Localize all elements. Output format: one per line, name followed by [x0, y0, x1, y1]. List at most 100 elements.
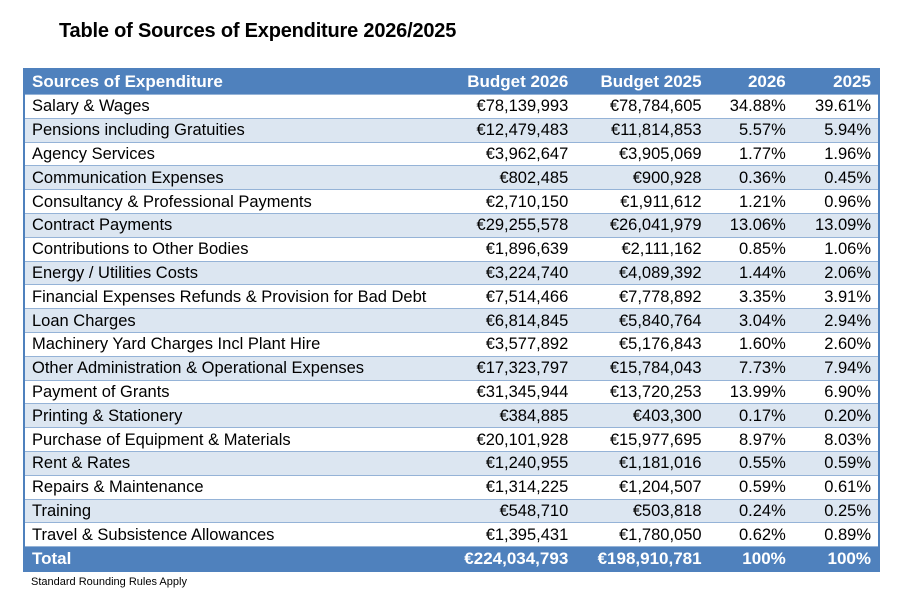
table-row: Energy / Utilities Costs €3,224,740 €4,089… [24, 261, 879, 286]
budget-2025-cell: €5,840,764 [575, 308, 709, 333]
budget-2025-cell: €7,778,892 [575, 284, 709, 310]
source-cell: Consultancy & Professional Payments [24, 189, 445, 214]
budget-2026-cell: €31,345,944 [444, 380, 576, 405]
budget-2026-cell: €12,479,483 [444, 118, 576, 143]
source-cell: Agency Services [24, 142, 445, 167]
pct-2025-cell: 0.61% [792, 475, 879, 500]
pct-2026-cell: 34.88% [708, 94, 793, 119]
source-cell: Energy / Utilities Costs [24, 261, 445, 286]
budget-2026-cell: €1,314,225 [444, 475, 576, 500]
pct-2025-cell: 0.89% [792, 522, 879, 548]
total-pct-2026: 100% [708, 546, 793, 572]
budget-2025-cell: €13,720,253 [575, 380, 709, 405]
budget-2025-cell: €1,204,507 [575, 475, 709, 500]
table-row: Contract Payments €29,255,578 €26,041,979 1… [24, 213, 879, 238]
table-row: Communication Expenses €802,485 €900,928 0.… [24, 165, 879, 191]
column-header-budget-2025: Budget 2025 [575, 69, 709, 95]
pct-2026-cell: 1.77% [708, 142, 793, 167]
column-header-pct-2025: 2025 [792, 69, 879, 95]
budget-2026-cell: €78,139,993 [444, 94, 576, 119]
table-row: Printing & Stationery €384,885 €403,300 0.1… [24, 403, 879, 429]
pct-2026-cell: 0.17% [708, 403, 793, 429]
table-row: Agency Services €3,962,647 €3,905,069 1.77%… [24, 142, 879, 167]
table-row: Pensions including Gratuities €12,479,483… [24, 118, 879, 143]
source-cell: Machinery Yard Charges Incl Plant Hire [24, 332, 445, 357]
column-header-source: Sources of Expenditure [24, 69, 445, 95]
pct-2026-cell: 13.99% [708, 380, 793, 405]
budget-2026-cell: €29,255,578 [444, 213, 576, 238]
pct-2025-cell: 8.03% [792, 427, 879, 452]
pct-2025-cell: 5.94% [792, 118, 879, 143]
footnote: Standard Rounding Rules Apply [31, 576, 187, 588]
table-row: Financial Expenses Refunds & Provision f… [24, 284, 879, 310]
table-row: Consultancy & Professional Payments €2,71… [24, 189, 879, 214]
source-cell: Contract Payments [24, 213, 445, 238]
pct-2025-cell: 39.61% [792, 94, 879, 119]
budget-2025-cell: €26,041,979 [575, 213, 709, 238]
pct-2026-cell: 3.04% [708, 308, 793, 333]
pct-2025-cell: 6.90% [792, 380, 879, 405]
source-cell: Other Administration & Operational Expen… [24, 356, 445, 381]
table-row: Travel & Subsistence Allowances €1,395,43… [24, 522, 879, 548]
pct-2026-cell: 5.57% [708, 118, 793, 143]
pct-2026-cell: 0.36% [708, 165, 793, 191]
source-cell: Pensions including Gratuities [24, 118, 445, 143]
budget-2026-cell: €802,485 [444, 165, 576, 191]
budget-2026-cell: €20,101,928 [444, 427, 576, 452]
budget-2025-cell: €2,111,162 [575, 237, 709, 262]
budget-2025-cell: €11,814,853 [575, 118, 709, 143]
pct-2025-cell: 2.60% [792, 332, 879, 357]
budget-2026-cell: €1,395,431 [444, 522, 576, 548]
source-cell: Repairs & Maintenance [24, 475, 445, 500]
source-cell: Purchase of Equipment & Materials [24, 427, 445, 452]
source-cell: Loan Charges [24, 308, 445, 333]
source-cell: Contributions to Other Bodies [24, 237, 445, 262]
budget-2025-cell: €15,784,043 [575, 356, 709, 381]
budget-2025-cell: €3,905,069 [575, 142, 709, 167]
column-header-pct-2026: 2026 [708, 69, 793, 95]
pct-2025-cell: 2.06% [792, 261, 879, 286]
budget-2026-cell: €3,577,892 [444, 332, 576, 357]
table-row: Rent & Rates €1,240,955 €1,181,016 0.55% 0.5… [24, 451, 879, 476]
source-cell: Communication Expenses [24, 165, 445, 191]
table-row: Training €548,710 €503,818 0.24% 0.25% [24, 499, 879, 524]
table-row: Contributions to Other Bodies €1,896,639 €… [24, 237, 879, 262]
page-title: Table of Sources of Expenditure 2026/202… [59, 20, 457, 42]
budget-2025-cell: €1,911,612 [575, 189, 709, 214]
budget-2026-cell: €3,962,647 [444, 142, 576, 167]
pct-2025-cell: 0.20% [792, 403, 879, 429]
budget-2026-cell: €17,323,797 [444, 356, 576, 381]
budget-2025-cell: €900,928 [575, 165, 709, 191]
column-header-budget-2026: Budget 2026 [444, 69, 576, 95]
expenditure-table: Sources of Expenditure Budget 2026 Budge… [23, 68, 880, 573]
pct-2025-cell: 13.09% [792, 213, 879, 238]
table-row: Salary & Wages €78,139,993 €78,784,605 34.8… [24, 94, 879, 119]
source-cell: Travel & Subsistence Allowances [24, 522, 445, 548]
pct-2025-cell: 7.94% [792, 356, 879, 381]
pct-2026-cell: 0.55% [708, 451, 793, 476]
budget-2026-cell: €3,224,740 [444, 261, 576, 286]
budget-2026-cell: €2,710,150 [444, 189, 576, 214]
budget-2025-cell: €4,089,392 [575, 261, 709, 286]
pct-2026-cell: 0.59% [708, 475, 793, 500]
pct-2025-cell: 1.96% [792, 142, 879, 167]
pct-2026-cell: 8.97% [708, 427, 793, 452]
source-cell: Training [24, 499, 445, 524]
table-header-row: Sources of Expenditure Budget 2026 Budge… [24, 69, 879, 95]
pct-2026-cell: 1.44% [708, 261, 793, 286]
budget-2025-cell: €503,818 [575, 499, 709, 524]
table-row: Purchase of Equipment & Materials €20,101… [24, 427, 879, 452]
budget-2025-cell: €15,977,695 [575, 427, 709, 452]
table-row: Machinery Yard Charges Incl Plant Hire €3… [24, 332, 879, 357]
pct-2026-cell: 0.85% [708, 237, 793, 262]
table-row: Repairs & Maintenance €1,314,225 €1,204,50… [24, 475, 879, 500]
pct-2026-cell: 1.60% [708, 332, 793, 357]
pct-2025-cell: 0.45% [792, 165, 879, 191]
pct-2026-cell: 0.24% [708, 499, 793, 524]
pct-2026-cell: 1.21% [708, 189, 793, 214]
total-budget-2026: €224,034,793 [444, 546, 576, 572]
budget-2025-cell: €78,784,605 [575, 94, 709, 119]
budget-2025-cell: €1,780,050 [575, 522, 709, 548]
table-row: Other Administration & Operational Expen… [24, 356, 879, 381]
source-cell: Financial Expenses Refunds & Provision f… [24, 284, 445, 310]
